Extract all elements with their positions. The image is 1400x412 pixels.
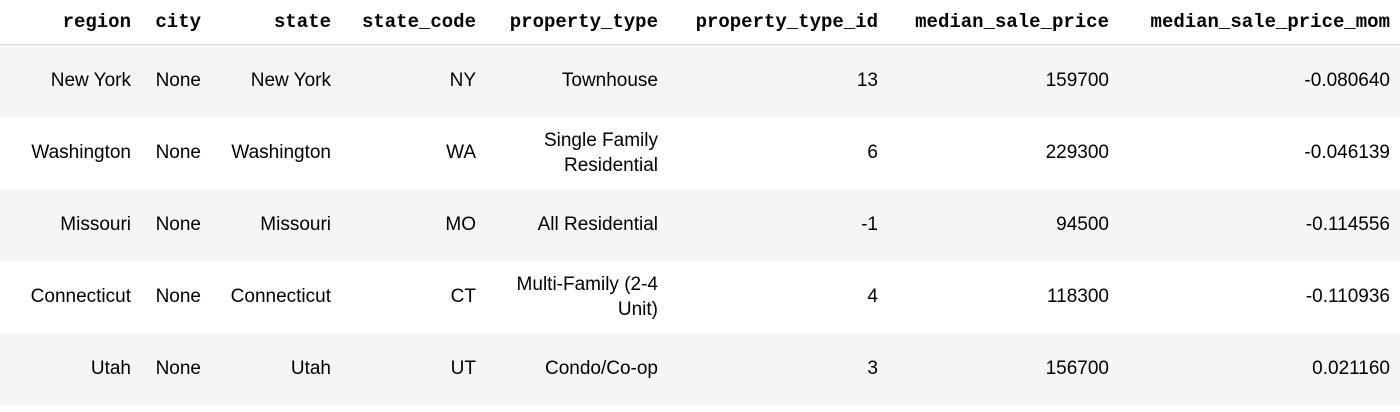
cell-city: None	[155, 286, 201, 307]
cell-property-type-id: 4	[867, 286, 878, 307]
cell-state: Missouri	[260, 214, 331, 235]
table-row: Washington None Washington WA Single Fam…	[0, 116, 1400, 189]
column-header-property-type: property_type	[486, 0, 668, 45]
column-header-median-sale-price-mom: median_sale_price_mom	[1119, 0, 1400, 45]
table-header: region city state state_code property_ty…	[0, 0, 1400, 45]
cell-state-code: UT	[450, 358, 476, 379]
column-header-property-type-id: property_type_id	[668, 0, 888, 45]
cell-region: Connecticut	[30, 286, 131, 307]
cell-median-sale-price: 229300	[1045, 142, 1109, 163]
cell-region: Utah	[90, 358, 131, 379]
cell-median-sale-price-mom: -0.080640	[1304, 70, 1390, 92]
cell-region: New York	[50, 70, 131, 92]
cell-property-type: All Residential	[537, 214, 658, 235]
table-row: Connecticut None Connecticut CT Multi-Fa…	[0, 260, 1400, 333]
table-row: Missouri None Missouri MO All Residentia…	[0, 188, 1400, 261]
cell-property-type-id: -1	[861, 214, 878, 235]
column-header-median-sale-price: median_sale_price	[888, 0, 1119, 45]
cell-city: None	[155, 214, 201, 235]
table-row: New York None New York NY Townhouse 13 1…	[0, 44, 1400, 117]
cell-property-type-id: 6	[867, 142, 878, 163]
cell-median-sale-price-mom: 0.021160	[1312, 358, 1390, 379]
cell-property-type: Single Family Residential	[543, 129, 658, 176]
cell-state-code: CT	[450, 286, 476, 307]
cell-median-sale-price: 94500	[1056, 214, 1109, 235]
cell-median-sale-price-mom: -0.114556	[1305, 214, 1390, 235]
cell-city: None	[155, 70, 201, 92]
cell-median-sale-price-mom: -0.046139	[1304, 142, 1390, 163]
column-header-region: region	[0, 0, 141, 45]
cell-property-type-id: 3	[867, 358, 878, 379]
cell-property-type: Townhouse	[561, 70, 658, 92]
cell-median-sale-price: 118300	[1047, 286, 1109, 307]
cell-region: Missouri	[60, 214, 131, 235]
cell-region: Washington	[31, 142, 131, 163]
cell-state: Utah	[290, 358, 331, 379]
column-header-state: state	[211, 0, 341, 45]
cell-state-code: WA	[446, 142, 476, 163]
table-row: Utah None Utah UT Condo/Co-op 3 156700 0…	[0, 332, 1400, 405]
cell-state-code: NY	[449, 70, 476, 92]
cell-median-sale-price: 159700	[1045, 70, 1109, 92]
column-header-city: city	[141, 0, 211, 45]
cell-property-type: Multi-Family (2-4 Unit)	[516, 273, 658, 320]
cell-state-code: MO	[445, 214, 476, 235]
cell-city: None	[155, 142, 201, 163]
cell-state: Connecticut	[230, 286, 331, 307]
cell-state: New York	[250, 70, 331, 92]
cell-median-sale-price-mom: -0.110936	[1305, 286, 1390, 307]
column-header-state-code: state_code	[341, 0, 486, 45]
cell-median-sale-price: 156700	[1045, 358, 1109, 379]
cell-property-type: Condo/Co-op	[544, 358, 658, 379]
header-row: region city state state_code property_ty…	[0, 0, 1400, 45]
cell-city: None	[155, 358, 201, 379]
cell-property-type-id: 13	[856, 70, 878, 92]
table-body: New York None New York NY Townhouse 13 1…	[0, 44, 1400, 405]
cell-state: Washington	[231, 142, 331, 163]
